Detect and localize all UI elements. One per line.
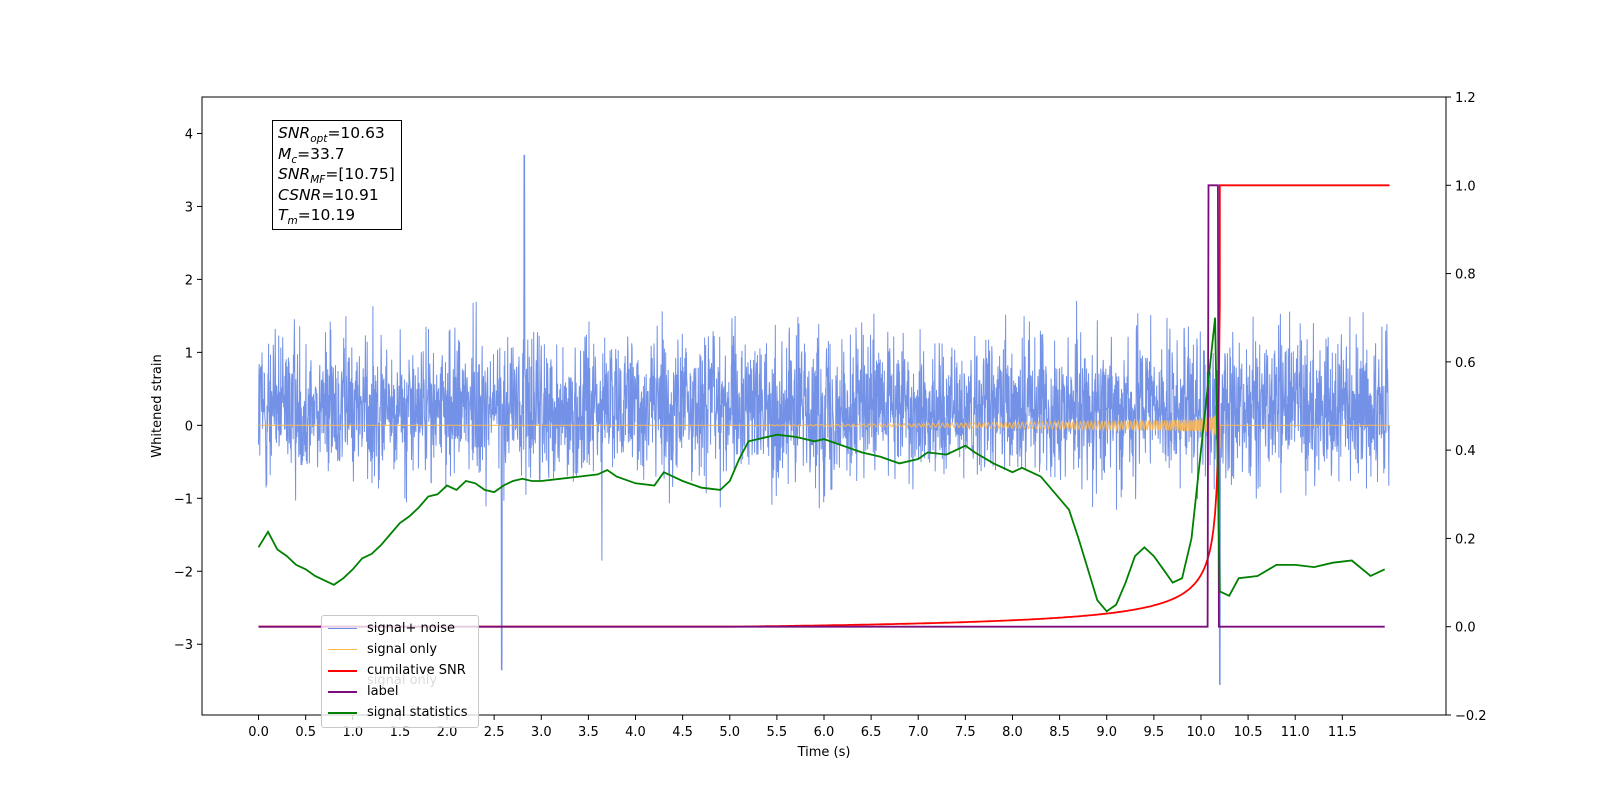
y-left-tick-label: −2 [174, 565, 193, 580]
x-axis-ticks: 0.0 0.5 1.0 1.5 2.0 2.5 3.0 3.5 4.0 4.5 5.0 5.5 6.0 6… [248, 715, 1357, 740]
y-right-tick-label: 0.2 [1455, 532, 1476, 547]
x-tick-label: 7.5 [955, 725, 976, 740]
label-line [258, 184, 1385, 628]
x-tick-label: 5.5 [767, 725, 788, 740]
y-left-tick-label: −1 [174, 492, 193, 507]
signal-only-line [258, 415, 1390, 449]
y-axis-left-label: Whitened strain [150, 354, 165, 457]
x-tick-label: 11.0 [1281, 725, 1310, 740]
x-tick-label: 8.0 [1002, 725, 1023, 740]
x-tick-label: 10.0 [1186, 725, 1215, 740]
signal-only-series [258, 415, 1390, 449]
snr-mf-line: SNRMF=[10.75] [278, 165, 395, 187]
signal-noise-line [258, 154, 1390, 685]
x-tick-label: 9.5 [1144, 725, 1165, 740]
x-tick-label: 8.5 [1049, 725, 1070, 740]
y-right-tick-label: −0.2 [1455, 709, 1487, 724]
y-left-tick-label: 0 [185, 419, 193, 434]
y-left-tick-label: −3 [174, 638, 193, 653]
x-axis-label: Time (s) [797, 745, 851, 760]
snr-opt-line: SNRopt=10.63 [278, 124, 385, 146]
y-right-tick-label: 0.8 [1455, 268, 1476, 283]
y-right-tick-label: 1.2 [1455, 91, 1476, 106]
legend-item-signal-statistics: signal statistics [322, 702, 478, 723]
legend-swatch [328, 669, 357, 672]
y-right-tick-label: 1.0 [1455, 179, 1476, 194]
legend-item-cumulative-snr: cumilative SNR [322, 660, 478, 681]
x-tick-label: 2.0 [437, 725, 458, 740]
legend-swatch [328, 649, 357, 650]
y-right-tick-label: 0.6 [1455, 356, 1476, 371]
x-tick-label: 3.0 [531, 725, 552, 740]
x-tick-label: 1.0 [342, 725, 363, 740]
x-tick-label: 7.0 [908, 725, 929, 740]
y-axis-left-ticks: −3 −2 −1 0 1 2 3 4 [174, 127, 202, 653]
stats-annotation-box: SNRopt=10.63 Mc=33.7 SNRMF=[10.75] CSNR=… [272, 120, 402, 230]
signal-noise-series [258, 154, 1390, 685]
signal-statistics-line [257, 317, 1386, 613]
y-left-tick-label: 3 [185, 200, 193, 215]
y-right-tick-label: 0.0 [1455, 621, 1476, 636]
y-left-tick-label: 2 [185, 273, 193, 288]
legend-item-signal-noise: signal+ noise [322, 618, 478, 639]
legend-item-signal-only: signal only [322, 639, 478, 660]
x-tick-label: 10.5 [1234, 725, 1263, 740]
y-left-tick-label: 4 [185, 127, 193, 142]
legend-overlap-text: signal only [367, 673, 438, 688]
x-tick-label: 9.0 [1096, 725, 1117, 740]
y-left-tick-label: 1 [185, 346, 193, 361]
chart-legend: signal+ noise signal only cumilative SNR… [321, 615, 479, 728]
x-tick-label: 3.5 [578, 725, 599, 740]
x-tick-label: 4.5 [672, 725, 693, 740]
legend-swatch [328, 690, 357, 693]
x-tick-label: 4.0 [625, 725, 646, 740]
x-tick-label: 11.5 [1328, 725, 1357, 740]
x-tick-label: 6.5 [861, 725, 882, 740]
label-series [258, 184, 1385, 628]
x-tick-label: 0.0 [248, 725, 269, 740]
legend-item-label: label [322, 681, 478, 702]
x-tick-label: 6.0 [814, 725, 835, 740]
x-tick-label: 2.5 [484, 725, 505, 740]
mc-line: Mc=33.7 [278, 144, 345, 166]
signal-statistics-series [257, 317, 1386, 613]
legend-swatch [328, 711, 357, 714]
x-tick-label: 5.0 [719, 725, 740, 740]
legend-swatch [328, 628, 357, 629]
x-tick-label: 0.5 [295, 725, 316, 740]
y-axis-right-ticks: −0.2 0.0 0.2 0.4 0.6 0.8 1.0 1.2 [1446, 91, 1487, 724]
x-tick-label: 1.5 [390, 725, 411, 740]
y-right-tick-label: 0.4 [1455, 444, 1476, 459]
csnr-line: CSNR=10.91 [278, 185, 379, 204]
tm-line: Tm=10.19 [278, 206, 356, 228]
